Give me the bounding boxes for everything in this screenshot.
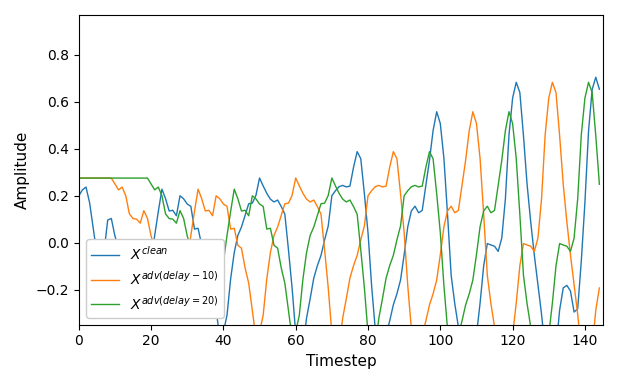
Line: $X^{adv(delay-10)}$: $X^{adv(delay-10)}$ (78, 82, 599, 375)
$X^{adv(delay-10)}$ (100, 176, 108, 180)
$X^{adv(delay=20)}$ (75, 176, 82, 180)
$X^{adv(delay-10)}$ (484, 273, 491, 278)
$X^{adv(delay=20)}$ (585, 80, 592, 84)
$X^{adv(delay-10)}$ (375, 183, 383, 188)
$X^{adv(delay-10)}$ (596, 286, 603, 290)
$X^{adv(delay=20)}$ (100, 176, 108, 180)
X-axis label: Timestep: Timestep (305, 354, 376, 369)
$X^{clean}$ (100, 249, 108, 254)
$X^{clean}$ (78, 187, 86, 192)
Legend: $X^{clean}$, $X^{adv(delay-10)}$, $X^{adv(delay=20)}$: $X^{clean}$, $X^{adv(delay-10)}$, $X^{ad… (86, 239, 224, 318)
$X^{adv(delay=20)}$ (473, 252, 480, 257)
$X^{adv(delay-10)}$ (549, 80, 556, 84)
$X^{clean}$ (545, 372, 552, 377)
Line: $X^{clean}$: $X^{clean}$ (78, 77, 599, 375)
$X^{clean}$ (592, 75, 599, 79)
$X^{clean}$ (563, 283, 570, 288)
$X^{adv(delay-10)}$ (581, 372, 588, 377)
$X^{adv(delay-10)}$ (469, 109, 476, 114)
$X^{adv(delay-10)}$ (78, 176, 86, 180)
$X^{adv(delay-10)}$ (75, 176, 82, 180)
$X^{adv(delay=20)}$ (487, 210, 494, 215)
$X^{adv(delay=20)}$ (368, 358, 375, 362)
$X^{clean}$ (375, 351, 383, 355)
$X^{adv(delay=20)}$ (78, 176, 86, 180)
$X^{adv(delay=20)}$ (563, 244, 570, 248)
Line: $X^{adv(delay=20)}$: $X^{adv(delay=20)}$ (78, 82, 599, 360)
$X^{clean}$ (596, 87, 603, 91)
$X^{clean}$ (75, 194, 82, 198)
$X^{adv(delay=20)}$ (596, 182, 603, 187)
$X^{clean}$ (469, 348, 476, 353)
$X^{adv(delay=20)}$ (379, 296, 386, 301)
$X^{adv(delay-10)}$ (563, 220, 570, 224)
Y-axis label: Amplitude: Amplitude (15, 131, 30, 209)
$X^{clean}$ (484, 241, 491, 246)
